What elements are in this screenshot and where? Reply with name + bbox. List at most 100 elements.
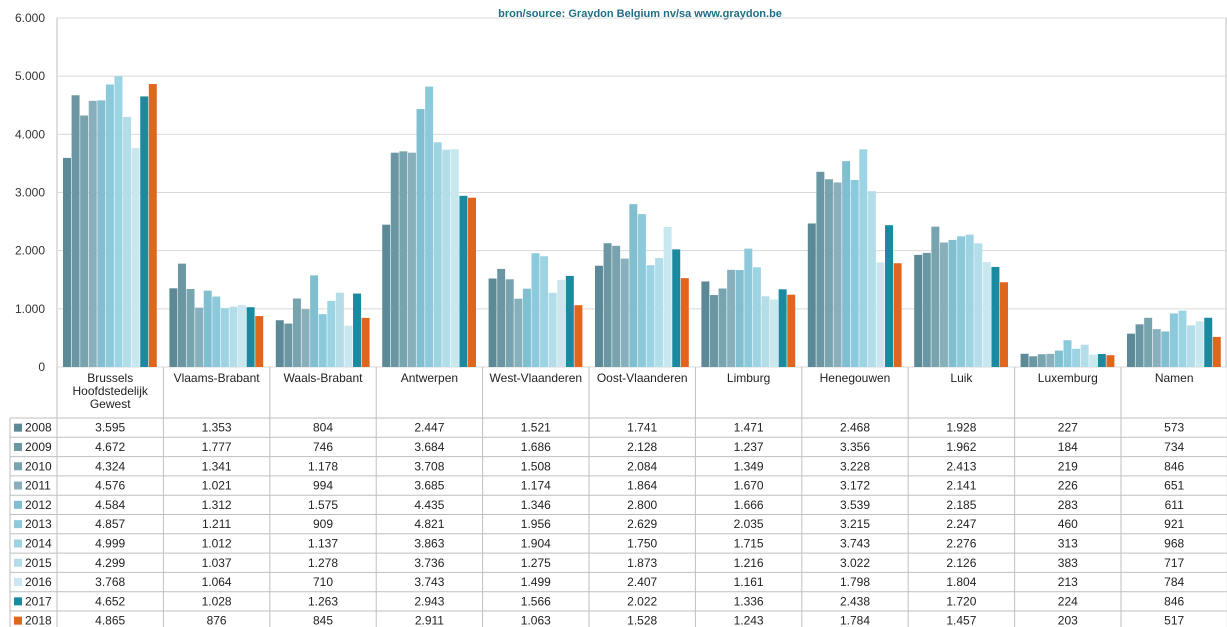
table-cell: 1.161	[734, 575, 764, 589]
table-cell: 4.299	[95, 556, 125, 570]
table-cell: 804	[313, 421, 333, 435]
table-cell: 283	[1058, 498, 1078, 512]
table-cell: 1.575	[308, 498, 338, 512]
table-cell: 4.435	[414, 498, 444, 512]
table-cell: 2.247	[946, 517, 976, 531]
category-label: Oost-Vlaanderen	[597, 371, 688, 385]
table-cell: 573	[1164, 421, 1184, 435]
table-cell: 784	[1164, 575, 1184, 589]
table-cell: 1.063	[521, 614, 551, 627]
table-cell: 1.278	[308, 556, 338, 570]
bar	[922, 252, 931, 367]
table-cell: 1.750	[627, 536, 657, 550]
bar	[382, 224, 391, 367]
table-cell: 1.528	[627, 614, 657, 627]
category-label: Luik	[950, 371, 973, 385]
legend-swatch	[14, 597, 22, 606]
bar	[327, 300, 336, 367]
bar	[442, 149, 451, 367]
legend-swatch	[14, 481, 22, 490]
table-cell: 1.336	[734, 594, 764, 608]
y-axis: 6.000 5.000 4.000 3.000 2.000 1.000 0	[15, 11, 45, 374]
table-cell: 1.956	[521, 517, 551, 531]
table-cell: 2.084	[627, 459, 657, 473]
y-tick-label: 0	[38, 360, 45, 374]
bar	[416, 109, 425, 367]
bar	[497, 268, 506, 367]
bar	[948, 239, 957, 367]
bar	[301, 309, 310, 367]
bar	[1000, 282, 1008, 367]
bar	[433, 142, 442, 367]
bar	[246, 307, 255, 367]
legend-label: 2017	[25, 594, 52, 608]
table-cell: 1.784	[840, 614, 870, 627]
bar	[238, 305, 247, 367]
bar	[663, 226, 672, 367]
table-cell: 3.215	[840, 517, 870, 531]
bar	[655, 258, 664, 367]
table-cell: 226	[1058, 479, 1078, 493]
table-cell: 846	[1164, 594, 1184, 608]
category-label: Brussels Hoofdstedelijk Gewest	[73, 371, 149, 411]
table-cell: 1.499	[521, 575, 551, 589]
bar	[859, 149, 868, 367]
table-cell: 1.243	[734, 614, 764, 627]
table-cell: 2.022	[627, 594, 657, 608]
bar	[399, 151, 408, 367]
table-cell: 2.128	[627, 440, 657, 454]
bar	[1046, 353, 1055, 367]
bar	[1152, 329, 1161, 367]
table-cell: 1.928	[946, 421, 976, 435]
table-cell: 1.211	[202, 517, 231, 531]
bar	[842, 161, 851, 367]
bar	[876, 262, 885, 367]
bar	[425, 86, 434, 367]
table-cell: 1.715	[734, 536, 764, 550]
bar	[574, 305, 583, 367]
bar	[965, 234, 974, 367]
table-cell: 2.629	[627, 517, 657, 531]
legend-swatch	[14, 423, 22, 432]
table-cell: 2.800	[627, 498, 657, 512]
bar	[885, 225, 894, 367]
bar	[1161, 331, 1170, 367]
data-table: Brussels Hoofdstedelijk Gewest Vlaams-Braba…	[9, 371, 1227, 627]
table-cell: 1.353	[202, 421, 232, 435]
table-cell: 1.670	[734, 479, 764, 493]
bar	[637, 214, 646, 367]
y-tick-label: 5.000	[15, 69, 45, 83]
bar	[1195, 321, 1204, 367]
bar	[407, 152, 416, 367]
bar	[727, 269, 736, 367]
legend-label: 2018	[25, 614, 52, 627]
table-cell: 3.172	[840, 479, 870, 493]
legend-swatch	[14, 558, 22, 567]
table-cell: 4.857	[95, 517, 125, 531]
table-cell: 968	[1164, 536, 1184, 550]
bar	[701, 281, 710, 367]
bar	[824, 179, 833, 367]
bar	[459, 195, 468, 367]
bar	[1063, 340, 1072, 367]
table-cell: 846	[1164, 459, 1184, 473]
table-cell: 2.413	[946, 459, 976, 473]
bar	[778, 289, 787, 367]
bar	[361, 317, 370, 367]
table-cell: 1.777	[202, 440, 232, 454]
table-cell: 2.126	[946, 556, 976, 570]
table-cell: 3.022	[840, 556, 870, 570]
legend-label: 2016	[25, 575, 52, 589]
table-cell: 3.228	[840, 459, 870, 473]
table-cell: 4.324	[95, 459, 125, 473]
bar	[353, 293, 362, 367]
table-cell: 4.672	[95, 440, 125, 454]
table-cell: 651	[1164, 479, 1184, 493]
table-cell: 1.064	[202, 575, 232, 589]
bar	[991, 266, 1000, 367]
legend-label: 2009	[25, 440, 52, 454]
table-cell: 909	[313, 517, 333, 531]
legend-swatch	[14, 442, 22, 451]
table-cell: 4.584	[95, 498, 125, 512]
legend-label: 2015	[25, 556, 52, 570]
